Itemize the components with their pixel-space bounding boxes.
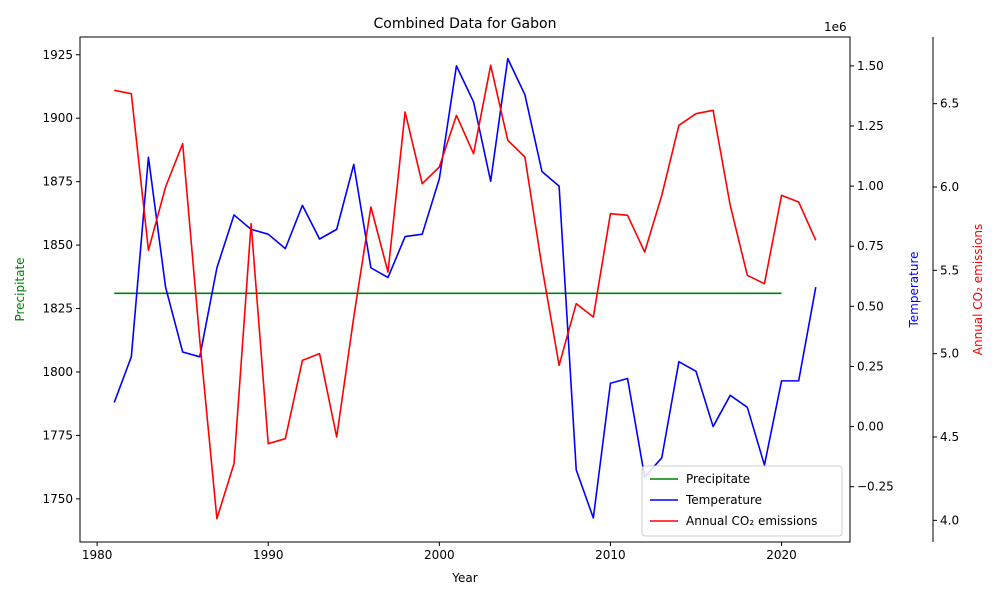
precip-axis-label: Precipitate [13, 257, 27, 321]
co2-y-tick-label: 4.5 [940, 430, 959, 444]
x-tick-label: 2020 [766, 548, 797, 562]
co2-y-tick-label: 6.0 [940, 180, 959, 194]
series-line-temp [113, 57, 817, 519]
temp-y-tick-label: 0.00 [857, 420, 884, 434]
temp-offset-label: 1e6 [824, 20, 847, 34]
co2-axis-label: Annual CO₂ emissions [971, 224, 985, 355]
x-tick-label: 1990 [253, 548, 284, 562]
temp-y-tick-label: 0.25 [857, 359, 884, 373]
temp-y-tick-label: 1.00 [857, 179, 884, 193]
plot-frame [79, 36, 851, 543]
precip-y-tick-label: 1800 [42, 365, 73, 379]
precip-y-tick-label: 1775 [42, 428, 73, 442]
x-tick-label: 1980 [82, 548, 113, 562]
precip-y-tick-label: 1825 [42, 302, 73, 316]
temp-y-tick-label: 1.25 [857, 119, 884, 133]
co2-y-tick-label: 6.5 [940, 97, 959, 111]
co2-y-tick-label: 5.0 [940, 347, 959, 361]
legend-label-precip: Precipitate [686, 472, 750, 486]
temp-y-tick-label: −0.25 [857, 480, 894, 494]
legend-box [641, 465, 843, 537]
x-tick-label: 2000 [424, 548, 455, 562]
co2-y-tick-label: 5.5 [940, 263, 959, 277]
chart-title: Combined Data for Gabon [374, 16, 557, 32]
temp-y-tick-label: 0.75 [857, 239, 884, 253]
precip-y-tick-label: 1850 [42, 238, 73, 252]
precip-y-tick-label: 1900 [42, 111, 73, 125]
plot-area: 1980 1990 2000 2010 2020 1750 1775 1800 1825 1850… [13, 20, 985, 562]
precip-y-tick-label: 1925 [42, 48, 73, 62]
x-tick-label: 2010 [595, 548, 626, 562]
co2-y-tick-label: 4.0 [940, 513, 959, 527]
legend-label-co2: Annual CO₂ emissions [686, 514, 817, 528]
temp-axis-label: Temperature [907, 251, 921, 328]
temp-y-tick-label: 0.50 [857, 299, 884, 313]
precip-y-tick-label: 1875 [42, 175, 73, 189]
precip-y-tick-label: 1750 [42, 492, 73, 506]
legend-label-temp: Temperature [685, 493, 762, 507]
series-line-co2 [114, 64, 817, 520]
temp-y-tick-label: 1.50 [857, 59, 884, 73]
x-axis-label: Year [451, 571, 477, 585]
